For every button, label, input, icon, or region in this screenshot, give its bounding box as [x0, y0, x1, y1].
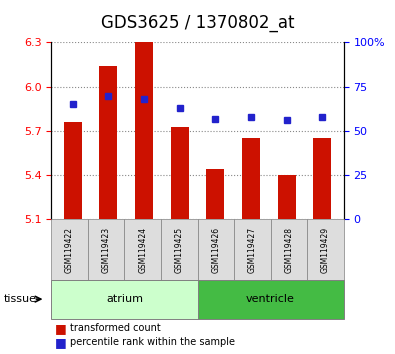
Bar	[171, 126, 188, 219]
Bar	[64, 122, 82, 219]
Bar	[278, 175, 295, 219]
Text: percentile rank within the sample: percentile rank within the sample	[70, 337, 235, 347]
Text: GSM119422: GSM119422	[65, 227, 74, 273]
Text: GSM119423: GSM119423	[102, 227, 111, 273]
Text: GSM119428: GSM119428	[284, 227, 293, 273]
Text: GSM119424: GSM119424	[138, 227, 147, 273]
Bar	[242, 138, 260, 219]
Bar	[135, 42, 153, 219]
Text: GSM119429: GSM119429	[321, 227, 330, 273]
Text: ventricle: ventricle	[246, 294, 295, 304]
Text: atrium: atrium	[106, 294, 143, 304]
Text: ■: ■	[55, 322, 67, 335]
Text: GSM119425: GSM119425	[175, 227, 184, 273]
Text: ■: ■	[55, 336, 67, 349]
Text: tissue: tissue	[4, 294, 37, 304]
Text: transformed count: transformed count	[70, 323, 161, 333]
Text: GSM119426: GSM119426	[211, 227, 220, 273]
Text: GSM119427: GSM119427	[248, 227, 257, 273]
Text: GDS3625 / 1370802_at: GDS3625 / 1370802_at	[101, 14, 294, 32]
Bar	[207, 169, 224, 219]
Bar	[100, 66, 117, 219]
Bar	[313, 138, 331, 219]
